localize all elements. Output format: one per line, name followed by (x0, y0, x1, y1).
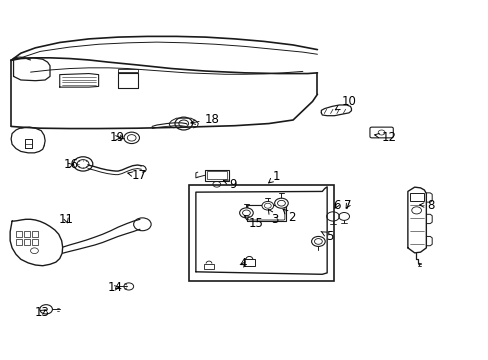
Bar (203, 264, 213, 269)
Circle shape (262, 202, 273, 210)
Text: 6: 6 (332, 198, 340, 212)
Bar (188, 185, 334, 281)
Text: 2: 2 (283, 209, 295, 224)
Text: 15: 15 (244, 216, 263, 230)
Circle shape (274, 198, 287, 208)
Bar (409, 193, 424, 202)
Text: 9: 9 (223, 178, 236, 191)
Bar (31, 239, 38, 245)
Text: 5: 5 (320, 230, 333, 243)
Text: 1: 1 (268, 170, 280, 183)
Text: 12: 12 (374, 131, 396, 144)
Bar (24, 239, 30, 245)
Text: 3: 3 (268, 210, 278, 226)
Bar (16, 239, 22, 245)
Text: 11: 11 (59, 213, 74, 226)
Text: 10: 10 (335, 95, 356, 110)
Text: 19: 19 (109, 131, 124, 144)
Bar (204, 170, 228, 181)
Bar (24, 231, 30, 237)
Text: 17: 17 (127, 169, 146, 182)
Text: 4: 4 (239, 257, 246, 270)
Text: 16: 16 (63, 158, 79, 171)
Text: 13: 13 (34, 306, 49, 319)
Circle shape (239, 208, 253, 218)
Text: 14: 14 (107, 282, 122, 294)
Bar (16, 231, 22, 237)
Text: 8: 8 (419, 198, 433, 212)
Bar (31, 231, 38, 237)
Text: 18: 18 (190, 113, 219, 126)
Bar (243, 259, 255, 266)
Text: 7: 7 (344, 198, 351, 212)
Bar (206, 171, 226, 179)
